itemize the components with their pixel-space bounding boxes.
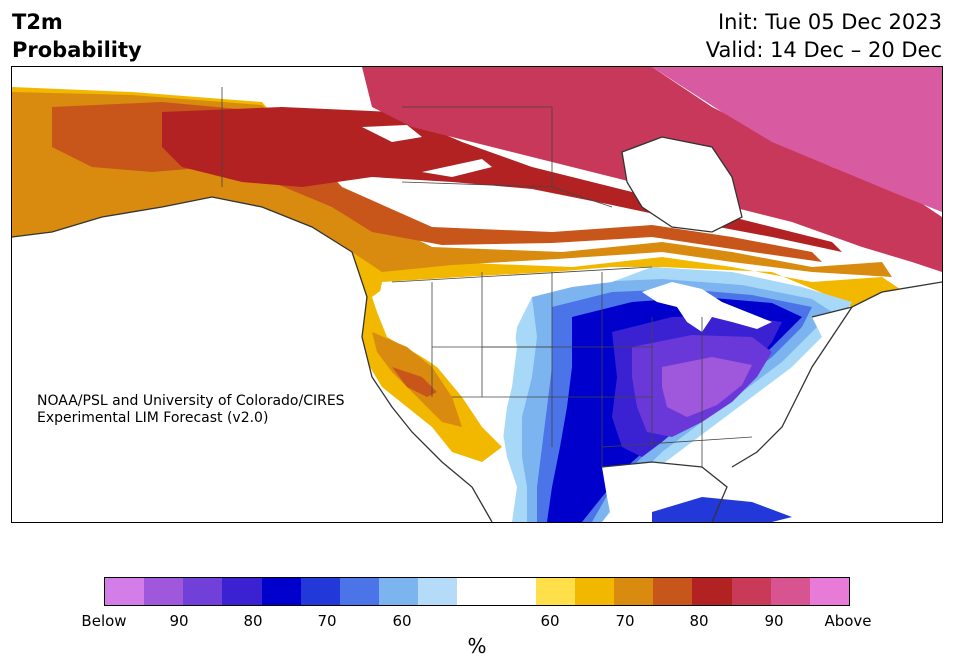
state-borders (221, 87, 753, 467)
colorbar-cell (457, 578, 497, 605)
title-variable: T2m (12, 10, 63, 34)
pacific-ocean (12, 197, 492, 522)
colorbar-cell (574, 578, 615, 605)
colorbar-cell (379, 578, 419, 605)
colorbar-tick-label: 70 (317, 612, 337, 630)
colorbar-cell (731, 578, 771, 605)
colorbar-tick-label: 70 (615, 612, 635, 630)
atlantic-ocean (612, 282, 942, 522)
map-credit: NOAA/PSL and University of Colorado/CIRE… (37, 393, 345, 427)
colorbar-tick-label: 80 (243, 612, 263, 630)
forecast-dates: Init: Tue 05 Dec 2023 Valid: 14 Dec – 20… (706, 8, 942, 64)
map-canvas (12, 67, 942, 522)
colorbar-cell (339, 578, 380, 605)
colorbar-tick-label: 90 (764, 612, 784, 630)
valid-date-label: Valid: 14 Dec – 20 Dec (705, 38, 942, 62)
credit-line-1: NOAA/PSL and University of Colorado/CIRE… (37, 393, 345, 409)
colorbar-tick-label: 60 (392, 612, 412, 630)
great-lakes (642, 282, 772, 332)
colorbar-cell (418, 578, 458, 605)
title-type: Probability (12, 38, 142, 62)
cuba (652, 497, 792, 522)
colorbar-cell (614, 578, 654, 605)
region-above-pink (652, 67, 942, 212)
colorbar-tick-label: 90 (169, 612, 189, 630)
region-neutral (377, 267, 652, 447)
forecast-map (11, 66, 943, 523)
colorbar-cell (653, 578, 693, 605)
colorbar-tick-label: Above (824, 612, 872, 630)
colorbar-cell (144, 578, 184, 605)
colorbar-cell (183, 578, 223, 605)
region-above-burnt (52, 102, 822, 397)
init-date-label: Init: Tue 05 Dec 2023 (717, 10, 942, 34)
colorbar-cell (222, 578, 262, 605)
region-below-violet (662, 357, 752, 417)
colorbar-tick-label: 60 (540, 612, 560, 630)
colorbar-cell (692, 578, 732, 605)
colorbar-cell (261, 578, 301, 605)
lake-north (362, 125, 422, 142)
colorbar-cell (770, 578, 810, 605)
coastlines (12, 136, 942, 522)
chart-title: T2m Probability (12, 8, 142, 64)
colorbar-tick-label: 80 (689, 612, 709, 630)
colorbar-cell (809, 578, 849, 605)
colorbar-cell (496, 578, 536, 605)
hudson-bay (622, 137, 742, 232)
credit-line-2: Experimental LIM Forecast (v2.0) (37, 410, 269, 426)
colorbar (104, 577, 850, 606)
lake-central (422, 159, 492, 177)
colorbar-cell (300, 578, 340, 605)
colorbar-cell (105, 578, 145, 605)
colorbar-cell (535, 578, 575, 605)
colorbar-tick-label: Below (81, 612, 127, 630)
colorbar-unit-label: % (467, 634, 487, 658)
